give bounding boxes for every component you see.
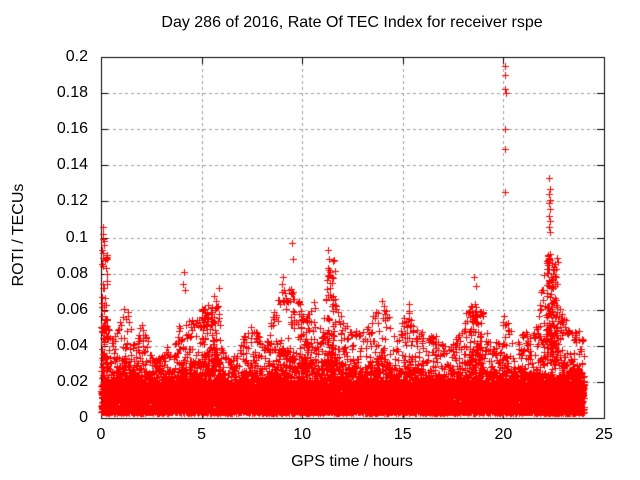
y-tick-label: 0.02 — [56, 372, 88, 390]
y-tick-label: 0.08 — [56, 264, 88, 282]
y-tick-label: 0.1 — [65, 228, 88, 246]
x-axis-label: GPS time / hours — [291, 453, 413, 470]
x-tick-label: 15 — [393, 426, 412, 443]
y-tick-label: 0.06 — [56, 300, 88, 318]
x-tick-label: 0 — [96, 426, 106, 443]
x-tick-label: 20 — [494, 426, 513, 443]
y-tick-label: 0.14 — [56, 156, 88, 174]
y-tick-label: 0.2 — [65, 48, 88, 65]
x-tick-label: 10 — [293, 426, 312, 443]
x-tick-label: 5 — [197, 426, 207, 443]
x-tick-label: 25 — [595, 426, 613, 443]
y-tick-label: 0 — [79, 409, 88, 426]
y-tick-label: 0.18 — [56, 84, 88, 102]
chart-title: Day 286 of 2016, Rate Of TEC Index for r… — [161, 14, 543, 31]
y-tick-label: 0.04 — [56, 336, 88, 354]
y-tick-label: 0.12 — [56, 192, 88, 210]
y-tick-label: 0.16 — [56, 120, 88, 138]
